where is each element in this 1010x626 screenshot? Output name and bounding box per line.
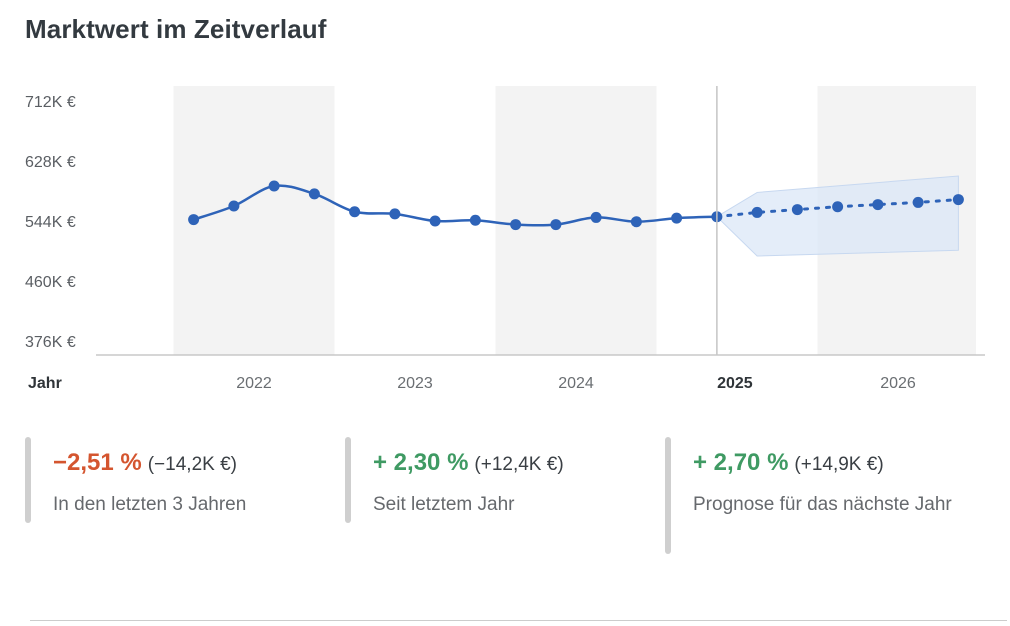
data-point xyxy=(630,216,642,228)
year-stripe-2022 xyxy=(173,86,335,355)
stat-percent: + 2,30 % xyxy=(373,449,469,476)
data-point xyxy=(832,201,844,213)
data-point xyxy=(429,215,441,227)
stat-absolute: (+12,4K €) xyxy=(474,454,564,475)
data-point xyxy=(550,219,562,231)
data-point xyxy=(872,199,884,211)
x-tick-label: 2022 xyxy=(236,375,272,392)
x-tick-label: 2023 xyxy=(397,375,433,392)
data-point xyxy=(308,188,320,200)
data-point xyxy=(349,206,361,218)
y-tick-label: 460K € xyxy=(25,274,76,291)
x-axis-ticks: Jahr 2022 2023 2024 2025 2026 xyxy=(28,375,916,392)
data-point xyxy=(228,200,240,212)
forecast-band-area xyxy=(716,175,959,257)
data-point xyxy=(469,214,481,226)
data-point xyxy=(751,206,763,218)
data-point xyxy=(912,196,924,208)
y-axis-ticks: 712K € 628K € 544K € 460K € 376K € xyxy=(25,94,76,351)
x-axis xyxy=(96,86,985,356)
x-tick-label: 2024 xyxy=(558,375,594,392)
data-point xyxy=(510,219,522,231)
x-tick-label: 2025 xyxy=(717,375,753,392)
y-tick-label: 628K € xyxy=(25,154,76,171)
y-tick-label: 544K € xyxy=(25,214,76,231)
data-point xyxy=(389,208,401,220)
y-tick-label: 376K € xyxy=(25,334,76,351)
data-point xyxy=(952,194,964,206)
stat-accent-bar xyxy=(665,437,671,554)
stat-description: Prognose für das nächste Jahr xyxy=(693,494,952,515)
stat-absolute: (−14,2K €) xyxy=(147,454,237,475)
x-tick-label: 2026 xyxy=(880,375,916,392)
stat-absolute: (+14,9K €) xyxy=(794,454,884,475)
y-tick-label: 712K € xyxy=(25,94,76,111)
series-points xyxy=(188,180,964,231)
forecast-band xyxy=(716,175,959,257)
data-point xyxy=(188,214,200,226)
stat-accent-bar xyxy=(345,437,351,523)
data-point xyxy=(268,180,280,192)
data-point xyxy=(791,204,803,216)
stat-percent: −2,51 % xyxy=(53,449,142,476)
data-point xyxy=(590,211,602,223)
x-axis-title: Jahr xyxy=(28,375,62,392)
stat-accent-bar xyxy=(25,437,31,523)
stat-description: In den letzten 3 Jahren xyxy=(53,494,247,515)
bottom-divider xyxy=(30,620,1007,621)
chart-title: Marktwert im Zeitverlauf xyxy=(25,14,327,44)
data-point xyxy=(671,212,683,224)
market-value-chart: 712K € 628K € 544K € 460K € 376K € Jahr 2022 2… xyxy=(25,86,985,392)
stat-percent: + 2,70 % xyxy=(693,449,789,476)
stat-description: Seit letztem Jahr xyxy=(373,494,515,515)
